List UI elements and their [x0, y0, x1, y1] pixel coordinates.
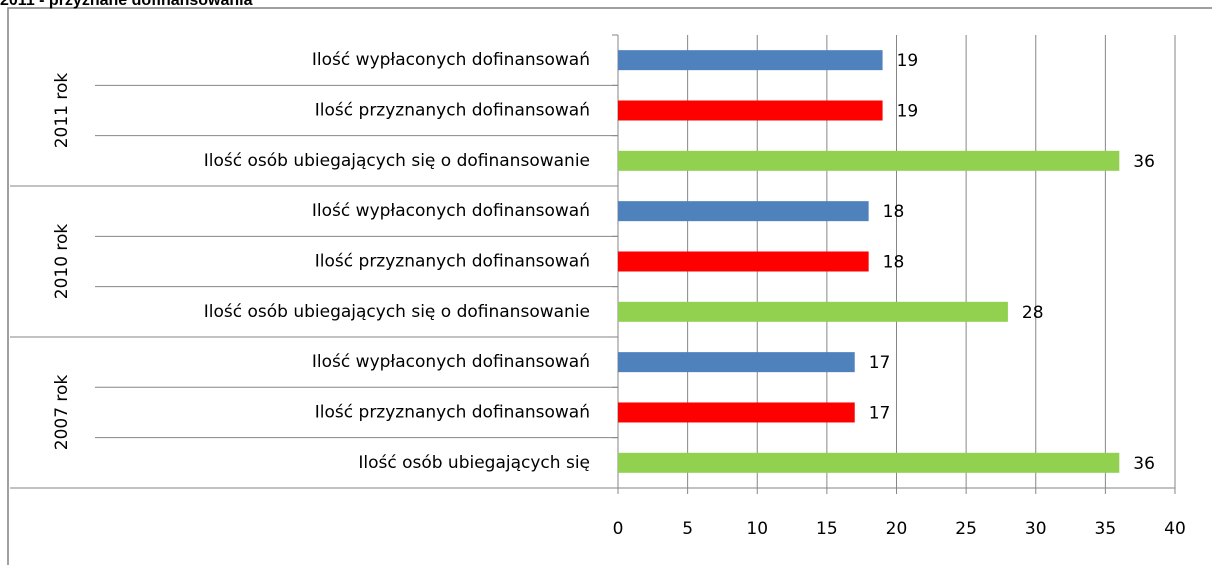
bar [618, 201, 869, 222]
bar [618, 301, 1008, 322]
bar [618, 150, 1120, 171]
bar [618, 352, 855, 373]
x-tick-label: 25 [955, 519, 977, 539]
y-tick-label: Ilość osób ubiegających się [358, 453, 590, 473]
data-label: 18 [883, 202, 905, 222]
x-tick-label: 0 [613, 519, 624, 539]
y-tick-label: Ilość osób ubiegających się o dofinansow… [204, 302, 590, 322]
chart-title: 2011 - przyznane dofinansowania [0, 0, 253, 9]
y-tick-label: Ilość osób ubiegających się o dofinansow… [204, 151, 590, 171]
group-label: 2010 rok [52, 224, 72, 300]
data-label: 19 [897, 101, 919, 121]
bar [618, 452, 1120, 473]
x-tick-label: 35 [1095, 519, 1117, 539]
x-tick-label: 40 [1164, 519, 1186, 539]
x-tick-label: 5 [682, 519, 693, 539]
y-tick-label: Ilość przyznanych dofinansowań [315, 100, 590, 120]
data-label: 36 [1133, 454, 1155, 474]
x-tick-label: 20 [886, 519, 908, 539]
y-tick-label: Ilość wypłaconych dofinansowań [312, 50, 590, 70]
x-tick-label: 30 [1025, 519, 1047, 539]
bar [618, 50, 883, 71]
data-label: 36 [1133, 152, 1155, 172]
group-label: 2007 rok [52, 375, 72, 451]
data-label: 19 [897, 51, 919, 71]
y-tick-label: Ilość wypłaconych dofinansowań [312, 352, 590, 372]
bar [618, 402, 855, 423]
y-tick-label: Ilość przyznanych dofinansowań [315, 402, 590, 422]
data-label: 28 [1022, 303, 1044, 323]
bar [618, 251, 869, 272]
data-label: 18 [883, 252, 905, 272]
x-tick-label: 15 [816, 519, 838, 539]
bar [618, 100, 883, 121]
data-label: 17 [869, 403, 891, 423]
y-tick-label: Ilość przyznanych dofinansowań [315, 251, 590, 271]
group-label: 2011 rok [52, 73, 72, 149]
y-tick-label: Ilość wypłaconych dofinansowań [312, 201, 590, 221]
x-tick-label: 10 [746, 519, 768, 539]
chart-border [7, 7, 1212, 565]
data-label: 17 [869, 353, 891, 373]
